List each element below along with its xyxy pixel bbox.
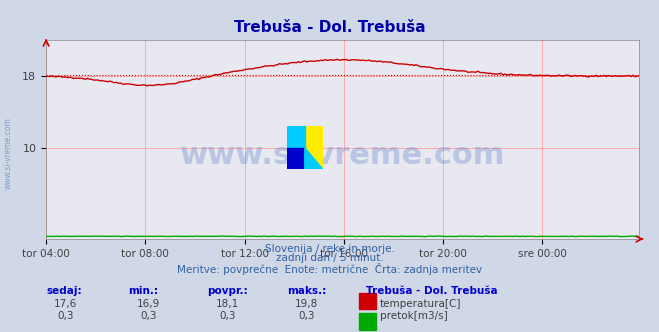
Text: Trebuša - Dol. Trebuša: Trebuša - Dol. Trebuša <box>366 286 498 296</box>
Bar <box>359 313 376 330</box>
Text: 19,8: 19,8 <box>295 299 318 309</box>
Text: Slovenija / reke in morje.: Slovenija / reke in morje. <box>264 244 395 254</box>
Text: 0,3: 0,3 <box>298 311 315 321</box>
Text: pretok[m3/s]: pretok[m3/s] <box>380 311 447 321</box>
Text: 17,6: 17,6 <box>54 299 78 309</box>
Text: 16,9: 16,9 <box>136 299 160 309</box>
Text: www.si-vreme.com: www.si-vreme.com <box>3 117 13 189</box>
Text: temperatura[C]: temperatura[C] <box>380 299 461 309</box>
Text: 0,3: 0,3 <box>219 311 236 321</box>
Text: Meritve: povprečne  Enote: metrične  Črta: zadnja meritev: Meritve: povprečne Enote: metrične Črta:… <box>177 263 482 275</box>
Text: zadnji dan / 5 minut.: zadnji dan / 5 minut. <box>275 253 384 263</box>
Text: www.si-vreme.com: www.si-vreme.com <box>180 141 505 170</box>
Text: povpr.:: povpr.: <box>208 286 248 296</box>
Text: 0,3: 0,3 <box>140 311 157 321</box>
Text: 0,3: 0,3 <box>57 311 74 321</box>
Text: 18,1: 18,1 <box>215 299 239 309</box>
Polygon shape <box>304 148 323 169</box>
Text: min.:: min.: <box>129 286 159 296</box>
Text: Trebuša - Dol. Trebuša: Trebuša - Dol. Trebuša <box>234 20 425 35</box>
Polygon shape <box>287 148 304 169</box>
Polygon shape <box>304 126 323 169</box>
Polygon shape <box>287 126 304 148</box>
Bar <box>359 292 376 309</box>
Text: maks.:: maks.: <box>287 286 326 296</box>
Text: sedaj:: sedaj: <box>46 286 82 296</box>
